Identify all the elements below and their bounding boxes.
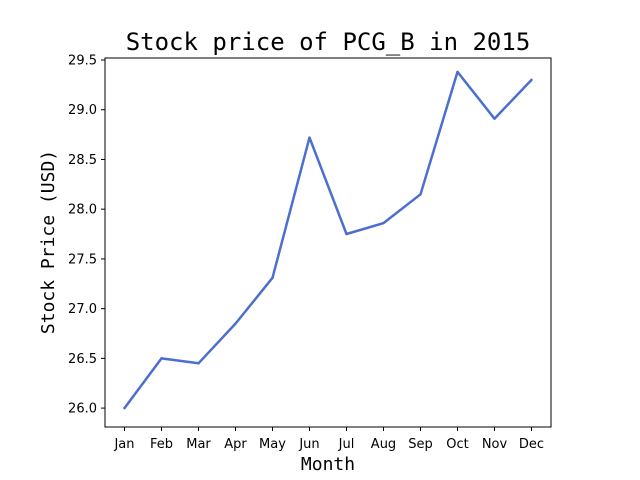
y-tick-label: 27.5 (68, 252, 97, 267)
x-tick-label: Jun (298, 437, 319, 452)
x-tick-label: Jul (338, 437, 355, 452)
y-axis: 26.0 26.5 27.0 27.5 28.0 28.5 29.0 29.5 (68, 53, 105, 417)
x-tick-label: Apr (224, 437, 247, 452)
x-tick-label: Jan (113, 437, 134, 452)
x-axis-label: Month (301, 454, 355, 475)
y-tick-label: 26.5 (68, 352, 97, 367)
plot-area (104, 57, 552, 428)
x-tick-label: Dec (519, 437, 544, 452)
y-tick-label: 28.0 (68, 203, 97, 218)
x-tick-label: Nov (482, 437, 508, 452)
y-axis-label: Stock Price (USD) (38, 150, 59, 334)
x-tick-label: May (259, 437, 286, 452)
y-tick-label: 27.0 (68, 302, 97, 317)
x-tick-label: Oct (446, 437, 468, 452)
data-point-apr (234, 322, 237, 325)
data-point-may (271, 276, 274, 280)
data-point-aug (382, 221, 385, 225)
y-tick-label: 29.0 (68, 103, 97, 118)
y-tick-label: 28.5 (68, 153, 97, 168)
x-tick-label: Aug (371, 437, 396, 452)
data-point-mar (197, 362, 200, 365)
x-tick-label: Feb (150, 437, 173, 452)
chart-title: Stock price of PCG_B in 2015 (126, 28, 531, 56)
data-point-nov (493, 117, 496, 120)
y-tick-label: 29.5 (68, 53, 97, 68)
series-line (123, 70, 533, 410)
data-point-jan (123, 406, 126, 410)
x-tick-label: Mar (186, 437, 211, 452)
data-point-jun (308, 136, 311, 139)
data-point-jul (345, 232, 348, 236)
y-tick-label: 26.0 (68, 402, 97, 417)
series-group (123, 70, 533, 410)
x-axis: Jan Feb Mar Apr May Jun Jul Aug Sep Oct Nov Dec (113, 427, 544, 452)
data-point-dec (530, 78, 533, 82)
x-tick-label: Sep (408, 437, 433, 452)
data-point-sep (419, 193, 422, 196)
data-point-feb (160, 357, 163, 360)
data-point-oct (456, 70, 459, 74)
